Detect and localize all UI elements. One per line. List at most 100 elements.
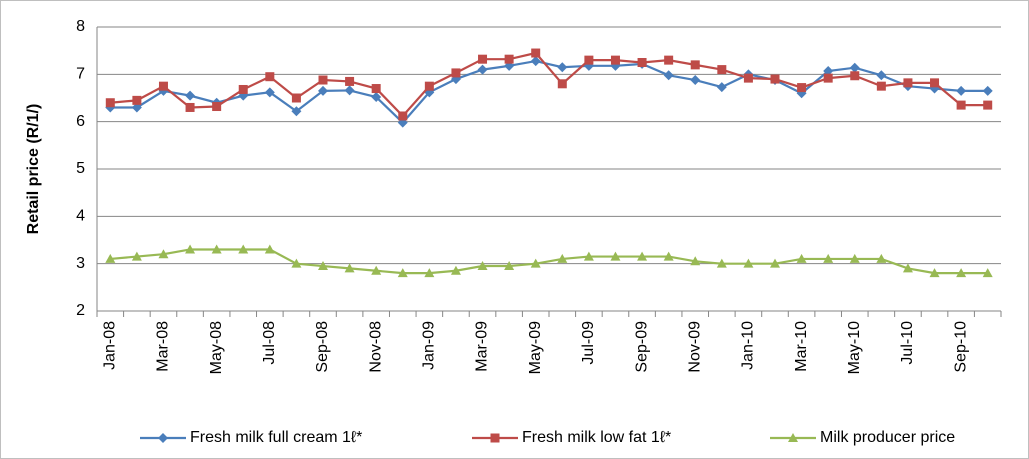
marker — [291, 93, 301, 103]
x-tick-label: Jan-10 — [740, 321, 757, 370]
marker — [743, 73, 753, 83]
marker — [876, 253, 887, 263]
marker — [716, 82, 727, 93]
y-tick-label: 7 — [76, 66, 85, 83]
marker — [344, 263, 355, 273]
marker — [264, 244, 275, 254]
y-tick-label: 5 — [76, 160, 85, 177]
marker — [530, 258, 541, 268]
marker — [770, 74, 780, 84]
marker — [531, 48, 541, 58]
marker — [610, 55, 620, 65]
marker — [345, 76, 355, 86]
x-tick-label: Sep-10 — [952, 321, 969, 373]
marker — [690, 75, 701, 86]
marker — [131, 251, 142, 261]
marker — [424, 268, 435, 278]
marker — [318, 261, 328, 271]
marker — [664, 55, 674, 65]
marker — [291, 106, 302, 117]
marker — [716, 258, 727, 268]
marker — [371, 265, 382, 275]
marker — [956, 268, 967, 278]
x-tick-label: May-10 — [846, 321, 863, 374]
marker — [371, 92, 382, 103]
marker — [477, 64, 488, 75]
marker — [823, 253, 834, 263]
marker — [637, 58, 647, 67]
y-tick-label: 6 — [76, 113, 85, 130]
legend-marker — [158, 433, 168, 443]
marker — [930, 78, 940, 88]
marker — [477, 261, 488, 271]
series-line — [110, 51, 988, 118]
marker — [105, 98, 115, 108]
y-axis-title: Retail price (R/1/) — [25, 104, 42, 235]
marker — [211, 244, 222, 254]
marker — [770, 258, 780, 268]
x-tick-label: Jan-09 — [421, 321, 438, 370]
marker — [318, 75, 328, 85]
marker — [424, 81, 434, 91]
marker — [530, 56, 541, 67]
x-tick-label: Jan-08 — [102, 321, 119, 370]
x-tick-label: Jul-10 — [899, 321, 916, 365]
marker — [264, 87, 275, 98]
x-tick-label: Mar-09 — [474, 321, 491, 372]
marker — [451, 68, 461, 78]
marker — [956, 100, 966, 110]
marker — [663, 70, 674, 81]
marker — [557, 62, 568, 73]
legend-marker — [490, 433, 500, 443]
marker — [903, 78, 913, 88]
marker — [105, 253, 116, 263]
marker — [663, 251, 674, 261]
legend-label: Fresh milk low fat 1ℓ* — [522, 429, 671, 446]
marker — [185, 102, 195, 112]
marker — [823, 66, 834, 77]
marker — [185, 90, 196, 101]
x-tick-label: Jul-09 — [580, 321, 597, 365]
marker — [610, 251, 621, 261]
x-tick-label: Sep-09 — [633, 321, 650, 373]
marker — [397, 268, 408, 278]
series-line — [110, 248, 988, 275]
legend-label: Milk producer price — [820, 429, 955, 446]
marker — [504, 261, 515, 271]
x-tick-label: Nov-09 — [686, 321, 703, 373]
marker — [983, 100, 993, 110]
y-tick-label: 2 — [76, 302, 85, 319]
marker — [132, 95, 142, 105]
x-tick-label: Jul-08 — [261, 321, 278, 365]
marker — [849, 62, 860, 73]
series-line — [110, 59, 988, 125]
x-tick-label: Nov-08 — [367, 321, 384, 373]
y-tick-label: 4 — [76, 208, 85, 225]
marker — [291, 258, 302, 268]
marker — [876, 70, 887, 81]
x-tick-label: May-08 — [208, 321, 225, 374]
marker — [823, 73, 833, 83]
marker — [504, 54, 514, 64]
marker — [743, 258, 754, 268]
marker — [982, 268, 993, 278]
legend-label: Fresh milk full cream 1ℓ* — [190, 429, 362, 446]
x-tick-label: Sep-08 — [314, 321, 331, 373]
marker — [584, 55, 594, 65]
marker — [557, 253, 568, 263]
x-tick-label: Mar-10 — [793, 321, 810, 372]
marker — [797, 83, 807, 93]
marker — [344, 85, 355, 96]
marker — [238, 244, 249, 254]
legend-marker — [788, 433, 798, 442]
marker — [212, 102, 222, 112]
marker — [131, 102, 142, 113]
marker — [371, 84, 381, 94]
marker — [982, 85, 993, 96]
marker — [238, 84, 248, 94]
x-tick-label: Mar-08 — [155, 321, 172, 372]
marker — [583, 251, 594, 261]
marker — [929, 268, 940, 278]
